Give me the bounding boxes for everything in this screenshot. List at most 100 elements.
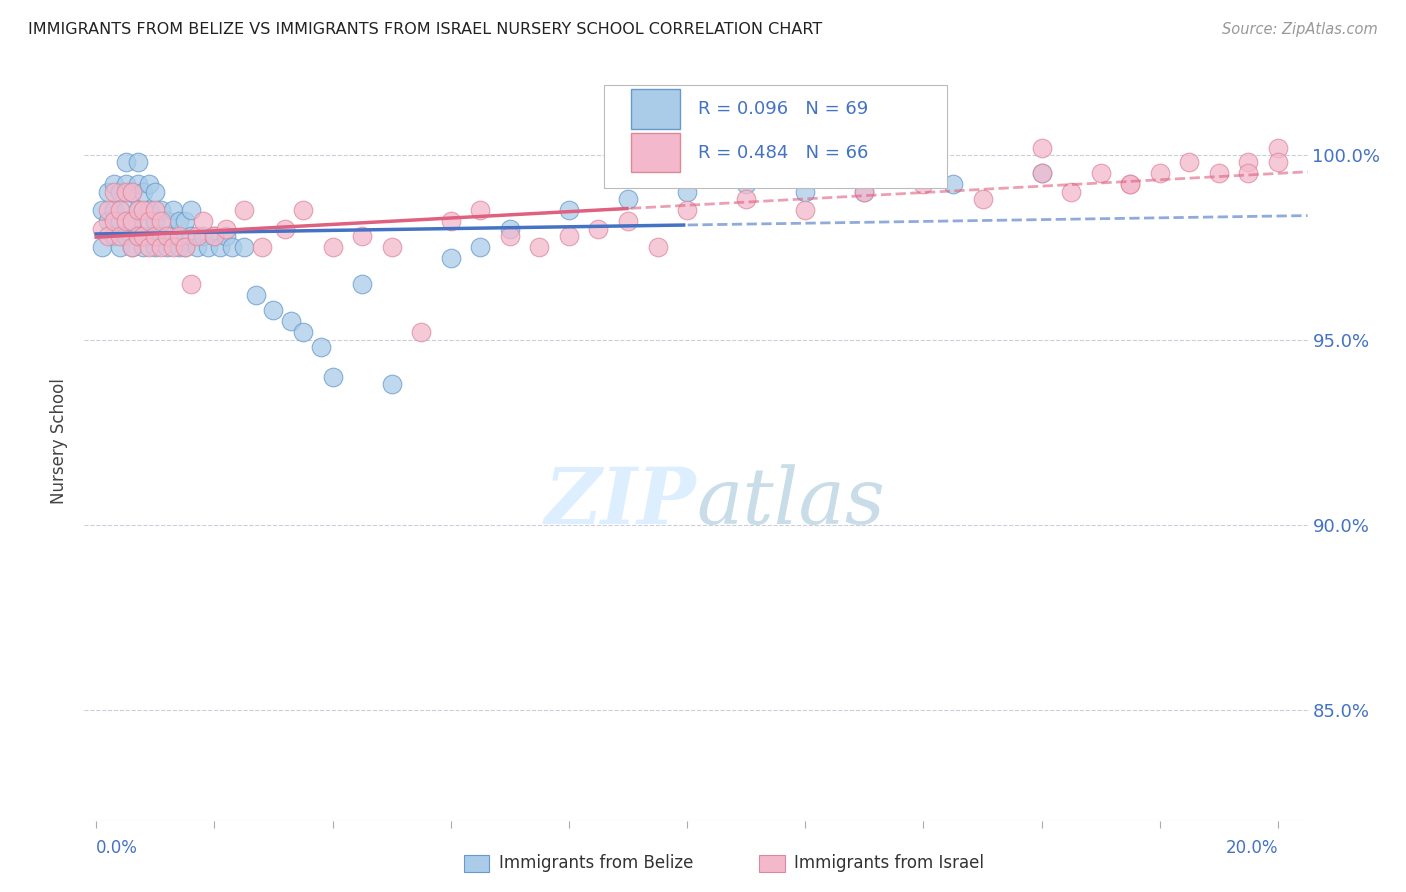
Point	[143, 185, 166, 199]
Point	[794, 203, 817, 218]
Point	[499, 229, 522, 244]
Text: ZIP: ZIP	[544, 464, 696, 541]
Point	[167, 229, 190, 244]
Point	[1031, 166, 1053, 180]
Point	[103, 185, 125, 199]
Point	[411, 326, 433, 340]
Point	[121, 185, 143, 199]
Point	[103, 229, 125, 244]
Point	[143, 229, 166, 244]
Point	[1178, 155, 1201, 169]
Point	[114, 203, 136, 218]
Point	[1267, 140, 1289, 154]
Point	[440, 252, 463, 266]
Point	[232, 240, 254, 254]
Point	[173, 240, 195, 254]
Point	[162, 229, 184, 244]
Text: R = 0.484   N = 66: R = 0.484 N = 66	[699, 144, 869, 161]
FancyBboxPatch shape	[605, 85, 946, 187]
Point	[1060, 185, 1083, 199]
Point	[1237, 155, 1260, 169]
Point	[232, 203, 254, 218]
Point	[529, 240, 551, 254]
Point	[91, 222, 114, 236]
Point	[558, 229, 581, 244]
Point	[215, 229, 238, 244]
Point	[499, 222, 522, 236]
Point	[132, 229, 155, 244]
Point	[97, 214, 120, 228]
Point	[1237, 166, 1260, 180]
Point	[91, 240, 114, 254]
Text: atlas: atlas	[696, 464, 884, 541]
Point	[617, 192, 640, 206]
Text: IMMIGRANTS FROM BELIZE VS IMMIGRANTS FROM ISRAEL NURSERY SCHOOL CORRELATION CHAR: IMMIGRANTS FROM BELIZE VS IMMIGRANTS FRO…	[28, 22, 823, 37]
Point	[97, 203, 120, 218]
Point	[121, 240, 143, 254]
Text: R = 0.096   N = 69: R = 0.096 N = 69	[699, 100, 869, 118]
Point	[127, 203, 149, 218]
Point	[127, 229, 149, 244]
Point	[558, 203, 581, 218]
Point	[103, 203, 125, 218]
Point	[972, 192, 994, 206]
Point	[292, 203, 315, 218]
Point	[127, 178, 149, 192]
Point	[132, 240, 155, 254]
Point	[180, 277, 202, 292]
Point	[1031, 166, 1053, 180]
Point	[156, 214, 179, 228]
Text: Immigrants from Belize: Immigrants from Belize	[499, 855, 693, 872]
Point	[132, 214, 155, 228]
Point	[352, 277, 374, 292]
Point	[162, 240, 184, 254]
Point	[274, 222, 297, 236]
Point	[381, 240, 404, 254]
Point	[1031, 140, 1053, 154]
Point	[138, 203, 160, 218]
Point	[186, 240, 208, 254]
Point	[108, 203, 131, 218]
Point	[121, 240, 143, 254]
Point	[209, 240, 232, 254]
Point	[322, 369, 344, 384]
Point	[186, 229, 208, 244]
Point	[853, 185, 876, 199]
Point	[676, 185, 699, 199]
Point	[215, 222, 238, 236]
Point	[114, 214, 136, 228]
Point	[309, 340, 332, 354]
Point	[127, 229, 149, 244]
Point	[617, 214, 640, 228]
Point	[167, 214, 190, 228]
Point	[150, 214, 173, 228]
Point	[173, 240, 195, 254]
Point	[143, 203, 166, 218]
Point	[470, 240, 492, 254]
Point	[114, 178, 136, 192]
Point	[735, 178, 758, 192]
Point	[127, 155, 149, 169]
Point	[132, 185, 155, 199]
Point	[121, 214, 143, 228]
Point	[114, 229, 136, 244]
Point	[1149, 166, 1171, 180]
Point	[91, 203, 114, 218]
Point	[150, 240, 173, 254]
Point	[132, 203, 155, 218]
Point	[470, 203, 492, 218]
Point	[150, 229, 173, 244]
Point	[138, 214, 160, 228]
Point	[262, 303, 284, 318]
Point	[1119, 178, 1142, 192]
Point	[1267, 155, 1289, 169]
Point	[143, 240, 166, 254]
Point	[121, 185, 143, 199]
Point	[245, 288, 267, 302]
Text: 20.0%: 20.0%	[1226, 839, 1278, 857]
Point	[280, 314, 302, 328]
Point	[197, 240, 219, 254]
Point	[180, 203, 202, 218]
Point	[173, 214, 195, 228]
Point	[180, 229, 202, 244]
